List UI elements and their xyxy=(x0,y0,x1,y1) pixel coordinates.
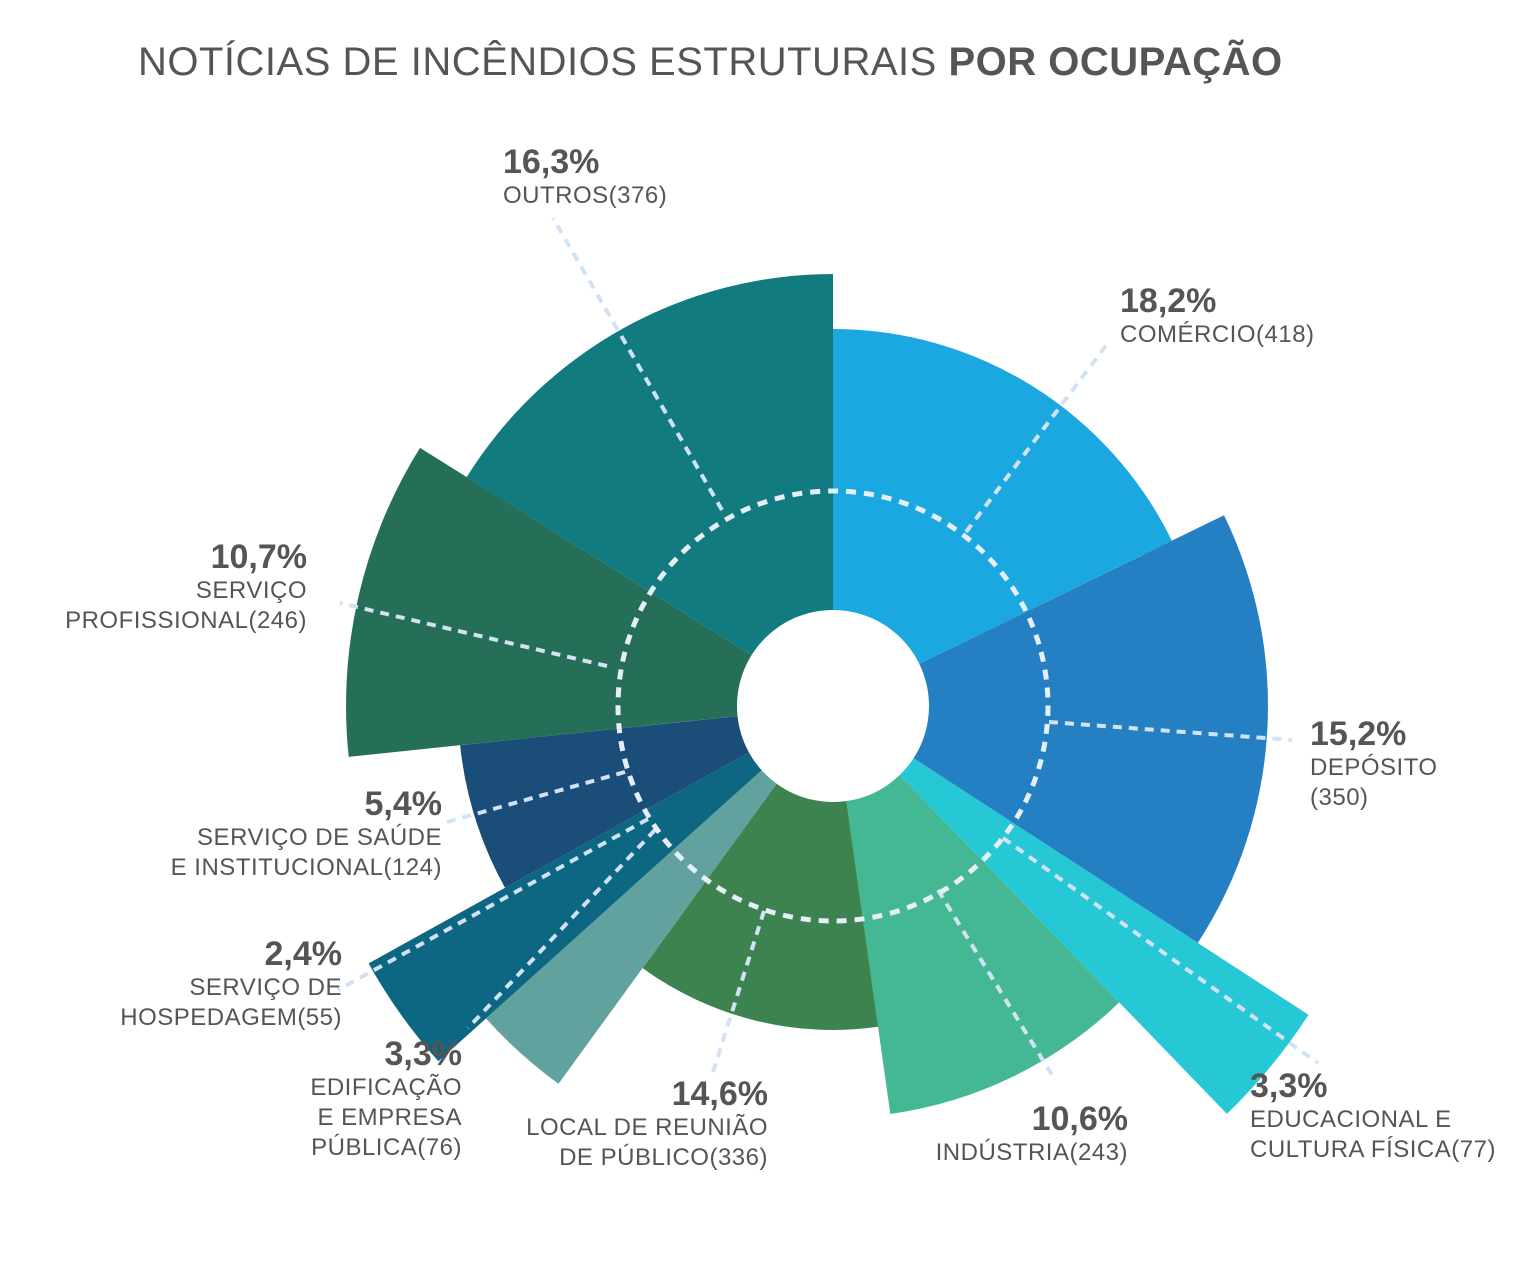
chart-title: NOTÍCIAS DE INCÊNDIOS ESTRUTURAIS POR OC… xyxy=(138,40,1283,85)
wedge-comercio xyxy=(833,329,1172,706)
label-deposito: 15,2% DEPÓSITO (350) xyxy=(1310,715,1438,813)
leader-line-edificacao-publica xyxy=(466,828,657,1030)
leader-line-profissional xyxy=(339,601,608,668)
leader-line-deposito xyxy=(1048,720,1293,742)
label-name: SERVIÇO DE xyxy=(189,974,342,1001)
label-saude: 5,4% SERVIÇO DE SAÚDE E INSTITUCIONAL(124) xyxy=(171,785,442,883)
wedge-deposito xyxy=(833,515,1269,943)
wedge-profissional xyxy=(346,447,833,757)
label-percent: 3,3% xyxy=(1250,1067,1328,1105)
label-name: SERVIÇO xyxy=(195,577,307,604)
label-name: SERVIÇO DE SAÚDE xyxy=(197,824,442,851)
label-edificacao-publica: 3,3% EDIFICAÇÃO E EMPRESA PÚBLICA(76) xyxy=(310,1035,462,1163)
wedge-industria xyxy=(833,706,1120,1114)
leader-line-local-reuniao xyxy=(711,910,766,1073)
leader-line-educacional xyxy=(1001,836,1320,1065)
label-name: CULTURA FÍSICA(77) xyxy=(1250,1136,1496,1163)
chart-title-bold: POR OCUPAÇÃO xyxy=(948,40,1283,84)
label-name: EDUCACIONAL E xyxy=(1250,1106,1452,1133)
label-name: INDÚSTRIA(243) xyxy=(935,1139,1128,1166)
label-percent: 10,6% xyxy=(1031,1100,1128,1138)
label-name: E EMPRESA xyxy=(317,1104,462,1131)
label-percent: 15,2% xyxy=(1310,715,1407,753)
label-name: OUTROS(376) xyxy=(503,182,668,209)
label-profissional: 10,7% SERVIÇO PROFISSIONAL(246) xyxy=(65,538,307,636)
label-educacional: 3,3% EDUCACIONAL E CULTURA FÍSICA(77) xyxy=(1250,1067,1496,1165)
leader-line-industria xyxy=(936,888,1054,1077)
label-percent: 2,4% xyxy=(264,935,343,973)
label-outros: 16,3% OUTROS(376) xyxy=(503,143,667,211)
label-industria: 10,6% INDÚSTRIA(243) xyxy=(936,1100,1128,1168)
inner-dashed-ring xyxy=(615,488,1051,924)
label-hospedagem: 2,4% SERVIÇO DE HOSPEDAGEM(55) xyxy=(120,935,342,1033)
leader-line-hospedagem xyxy=(337,817,649,992)
label-name: (350) xyxy=(1310,784,1369,811)
label-percent: 14,6% xyxy=(671,1075,768,1113)
label-name: PÚBLICA(76) xyxy=(311,1134,462,1161)
label-name: DEPÓSITO xyxy=(1310,754,1438,781)
label-name: EDIFICAÇÃO xyxy=(310,1074,462,1101)
wedge-outros xyxy=(466,274,833,706)
label-percent: 5,4% xyxy=(364,785,443,823)
wedge-edificacao-publica xyxy=(486,706,833,1084)
label-percent: 18,2% xyxy=(1120,282,1217,320)
leader-line-outros xyxy=(551,216,724,512)
wedge-hospedagem xyxy=(368,706,833,1062)
label-name: LOCAL DE REUNIÃO xyxy=(526,1114,768,1141)
label-name: PROFISSIONAL(246) xyxy=(65,607,307,634)
label-comercio: 18,2% COMÉRCIO(418) xyxy=(1120,282,1315,350)
wedge-saude xyxy=(460,706,833,888)
label-name: COMÉRCIO(418) xyxy=(1120,321,1315,348)
leader-line-comercio xyxy=(964,341,1110,534)
label-name: E INSTITUCIONAL(124) xyxy=(170,854,442,881)
label-name: DE PÚBLICO(336) xyxy=(559,1144,768,1171)
label-name: HOSPEDAGEM(55) xyxy=(120,1004,342,1031)
wedge-educacional xyxy=(833,706,1309,1114)
label-percent: 3,3% xyxy=(384,1035,463,1073)
label-local-reuniao: 14,6% LOCAL DE REUNIÃO DE PÚBLICO(336) xyxy=(526,1075,768,1173)
label-percent: 10,7% xyxy=(210,538,307,576)
center-hole xyxy=(737,610,929,802)
chart-title-regular: NOTÍCIAS DE INCÊNDIOS ESTRUTURAIS xyxy=(138,40,937,84)
label-percent: 16,3% xyxy=(503,143,600,181)
